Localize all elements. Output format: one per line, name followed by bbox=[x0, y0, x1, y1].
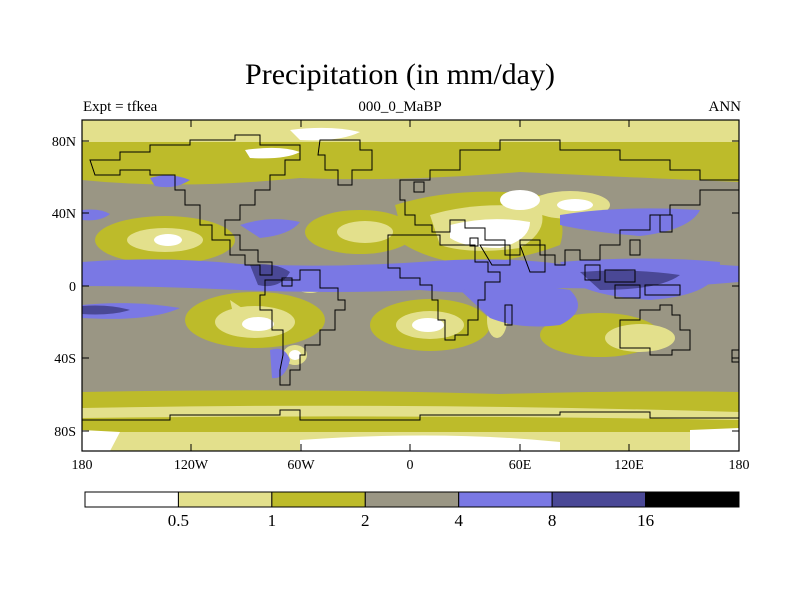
lon-label-120e: 120E bbox=[614, 458, 644, 473]
colorbar-level-label: 4 bbox=[454, 511, 463, 530]
map-field bbox=[82, 120, 739, 451]
colorbar-level-label: 0.5 bbox=[168, 511, 189, 530]
lon-label-180e: 180 bbox=[729, 458, 750, 473]
map-title: Precipitation (in mm/day) bbox=[245, 58, 555, 91]
experiment-label: Expt = tfkea bbox=[83, 99, 158, 115]
lat-label-40n: 40N bbox=[52, 207, 76, 222]
lat-label-40s: 40S bbox=[54, 352, 76, 367]
lon-label-60w: 60W bbox=[287, 458, 315, 473]
lat-label-80s: 80S bbox=[54, 425, 76, 440]
season-label: ANN bbox=[708, 99, 742, 115]
lat-ticks bbox=[82, 140, 739, 432]
colorbar-level-label: 8 bbox=[548, 511, 557, 530]
colorbar-swatch bbox=[177, 491, 273, 508]
colorbar-swatch bbox=[271, 491, 366, 508]
lat-label-0: 0 bbox=[69, 280, 76, 295]
colorbar-level-label: 16 bbox=[637, 511, 654, 530]
colorbar-swatch bbox=[645, 491, 740, 508]
lon-label-60e: 60E bbox=[509, 458, 532, 473]
colorbar-swatch bbox=[551, 491, 647, 508]
colorbar-swatch bbox=[458, 491, 553, 508]
colorbar-level-label: 2 bbox=[361, 511, 370, 530]
lon-label-120w: 120W bbox=[174, 458, 209, 473]
lat-label-80n: 80N bbox=[52, 135, 76, 150]
lon-label-180w: 180 bbox=[72, 458, 93, 473]
colorbar-swatch bbox=[84, 491, 179, 508]
colorbar-swatch bbox=[364, 491, 460, 508]
colorbar: 0.5 1 2 4 8 16 bbox=[84, 491, 740, 530]
colorbar-level-label: 1 bbox=[268, 511, 277, 530]
lon-label-0: 0 bbox=[407, 458, 414, 473]
lon-ticks bbox=[190, 120, 630, 451]
time-label: 000_0_MaBP bbox=[358, 99, 442, 115]
